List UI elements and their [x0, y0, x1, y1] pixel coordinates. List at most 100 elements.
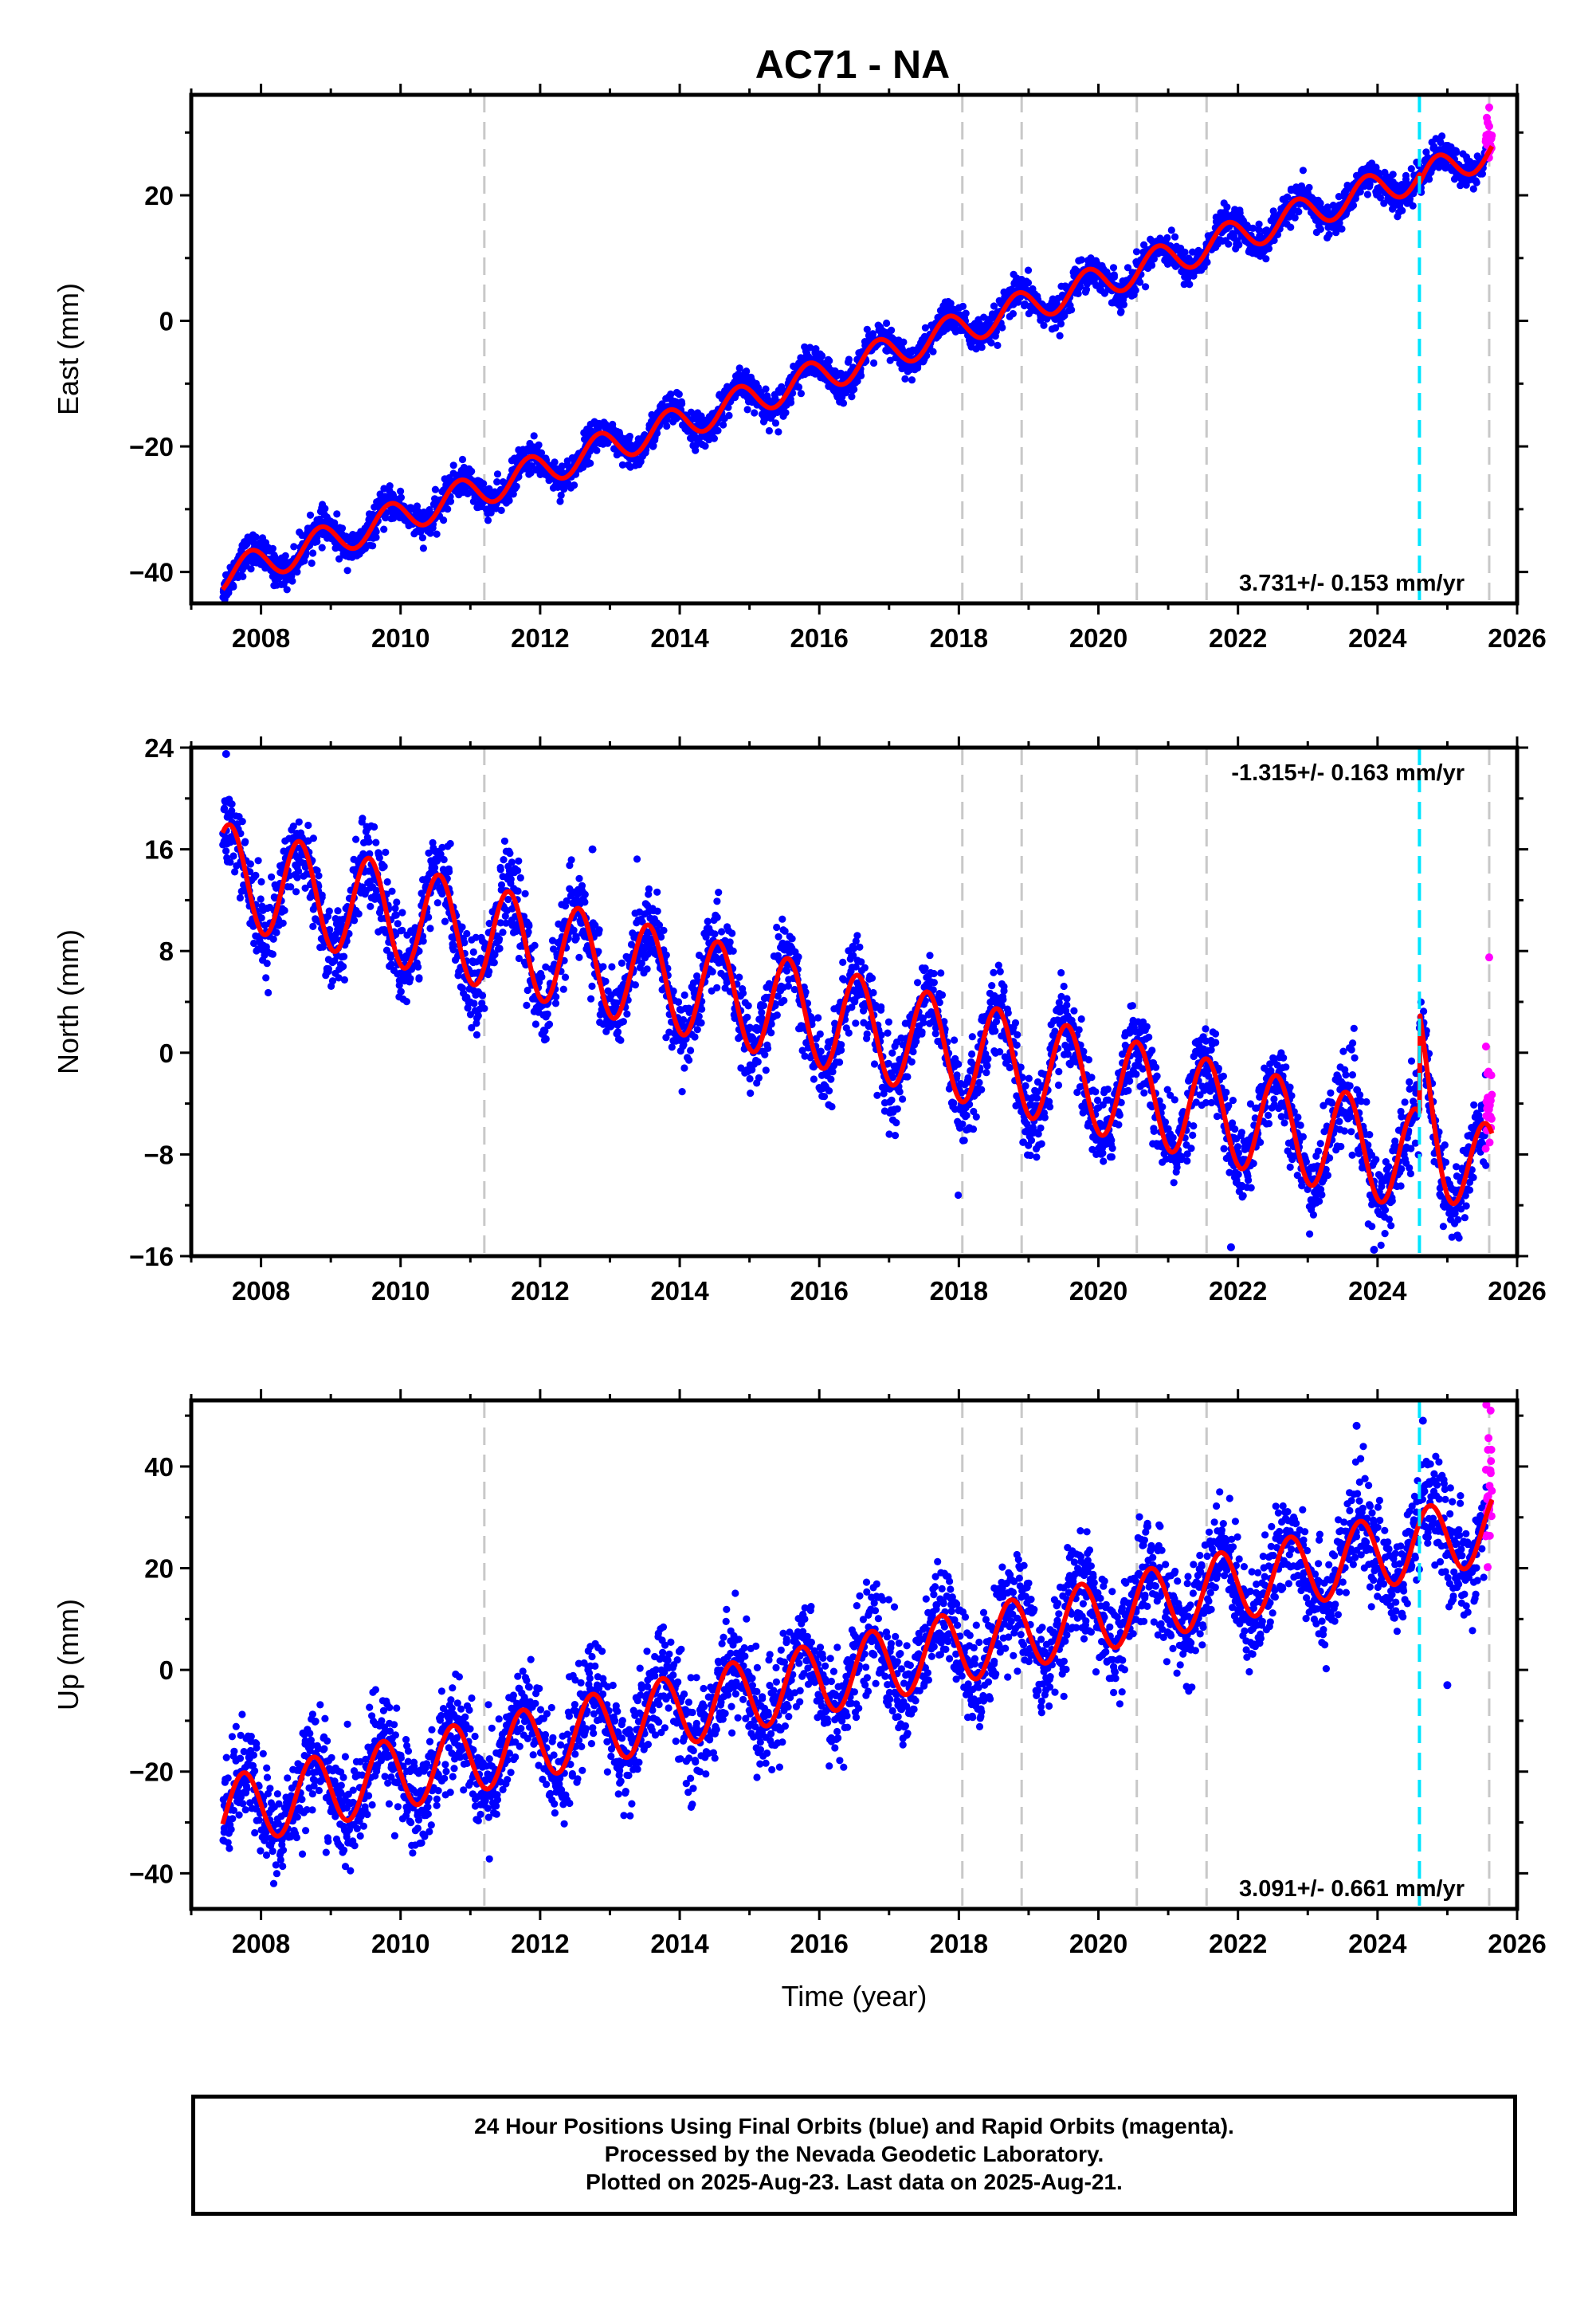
north-data-point: [758, 1008, 766, 1016]
north-data-point: [394, 920, 402, 928]
north-data-point: [365, 838, 373, 846]
north-data-point: [572, 934, 580, 942]
north-data-point: [645, 885, 653, 893]
north-data-point: [485, 968, 493, 976]
east-final-orbit-points: [219, 132, 1490, 604]
north-data-point: [500, 856, 508, 864]
east-data-point: [313, 533, 321, 541]
east-data-point: [714, 426, 722, 434]
east-data-point: [870, 359, 878, 367]
north-data-point: [614, 1028, 622, 1036]
east-data-point: [484, 516, 492, 524]
north-data-point: [273, 929, 280, 937]
north-data-point: [397, 988, 405, 995]
east-data-point: [900, 338, 908, 346]
north-data-point: [263, 960, 271, 968]
east-data-point: [1142, 283, 1150, 291]
east-data-point: [1057, 320, 1065, 328]
north-data-point: [279, 919, 287, 927]
east-data-point: [419, 544, 428, 552]
north-panel: 2008 2010 2012 2014 2016 2018 2020 2022 2024 2026…: [52, 733, 1547, 1306]
north-data-point: [820, 1093, 829, 1101]
north-data-point: [257, 878, 265, 886]
north-data-point: [578, 882, 586, 889]
east-data-point: [1171, 233, 1179, 241]
east-data-point: [1438, 132, 1446, 140]
north-data-point: [653, 888, 661, 896]
north-data-point: [713, 984, 721, 992]
east-data-point: [487, 509, 495, 517]
north-data-point: [595, 926, 603, 934]
east-data-point: [1109, 264, 1118, 272]
east-data-point: [397, 493, 405, 501]
east-data-point: [987, 339, 995, 347]
north-data-point: [739, 989, 747, 997]
north-data-point: [617, 1036, 625, 1044]
east-data-point: [1024, 266, 1033, 274]
north-data-point: [680, 1064, 688, 1072]
east-data-point: [787, 399, 795, 406]
north-data-point: [713, 897, 721, 905]
north-data-point: [567, 856, 575, 864]
north-data-point: [419, 937, 427, 945]
north-data-point: [542, 1035, 550, 1043]
north-data-point: [525, 922, 533, 930]
east-data-point: [1074, 289, 1082, 297]
east-data-point: [1167, 226, 1175, 234]
north-data-point: [478, 992, 487, 999]
north-data-point: [269, 935, 277, 943]
north-data-point: [545, 1020, 554, 1028]
north-data-point: [287, 883, 295, 891]
east-data-point: [743, 367, 751, 375]
east-data-point: [994, 341, 1002, 349]
north-data-point: [708, 968, 716, 976]
east-data-point: [962, 309, 970, 317]
east-data-point: [252, 533, 260, 541]
north-data-point: [473, 1031, 481, 1039]
north-data-point: [246, 860, 254, 868]
east-data-point: [1409, 202, 1417, 210]
east-rapid-point: [1488, 132, 1496, 139]
east-data-point: [625, 432, 634, 441]
north-data-point: [551, 999, 560, 1007]
north-data-point: [759, 1002, 768, 1010]
north-data-point: [425, 913, 433, 921]
north-data-point: [388, 887, 396, 895]
east-y-tick-label: −40: [129, 558, 174, 587]
north-data-point: [382, 848, 390, 856]
east-data-point: [857, 371, 865, 379]
north-data-point: [784, 982, 793, 990]
north-data-point: [293, 874, 301, 882]
north-data-point: [441, 917, 449, 925]
north-data-point: [340, 976, 348, 984]
east-data-point: [537, 449, 546, 457]
north-data-point: [587, 995, 595, 1003]
east-data-point: [1472, 179, 1480, 187]
east-data-point: [293, 568, 301, 576]
north-data-point: [257, 895, 265, 903]
north-data-point: [581, 898, 589, 906]
north-data-point: [827, 1075, 835, 1083]
east-data-point: [586, 459, 594, 467]
north-data-point: [359, 815, 367, 823]
east-data-point: [1407, 165, 1415, 173]
north-data-point: [608, 963, 616, 971]
east-data-point: [1186, 281, 1194, 289]
east-data-point: [663, 422, 671, 430]
north-data-point: [309, 834, 317, 842]
east-x-tick-label: 2014: [650, 623, 709, 653]
north-data-point: [496, 944, 504, 952]
east-data-point: [1295, 208, 1303, 216]
north-data-point: [747, 1090, 755, 1098]
north-data-point: [496, 866, 504, 874]
east-data-point: [1225, 240, 1233, 248]
east-data-point: [333, 510, 341, 518]
east-data-point: [710, 434, 719, 442]
east-data-point: [247, 565, 255, 573]
north-data-point: [355, 910, 363, 918]
north-data-point: [588, 982, 596, 990]
north-data-point: [829, 1068, 837, 1076]
east-data-point: [497, 506, 505, 515]
east-data-point: [431, 485, 440, 493]
north-data-point: [238, 818, 246, 826]
